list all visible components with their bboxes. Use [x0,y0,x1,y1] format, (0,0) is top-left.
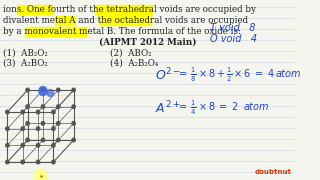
Circle shape [57,88,60,92]
Circle shape [52,160,55,164]
Circle shape [57,122,60,125]
Text: (1)  AB₂O₂: (1) AB₂O₂ [3,48,47,57]
Circle shape [6,160,9,164]
Circle shape [26,122,29,125]
Circle shape [6,127,9,130]
Circle shape [36,143,40,147]
Text: (3)  A₂BO₂: (3) A₂BO₂ [3,58,47,68]
Text: $= \,\frac{1}{4} \times 8 \;=\; 2 \;\; atom$: $= \,\frac{1}{4} \times 8 \;=\; 2 \;\; a… [177,99,269,117]
Circle shape [72,105,75,109]
Circle shape [36,110,40,114]
Circle shape [57,138,60,142]
Circle shape [21,160,24,164]
Bar [55,15,76,24]
Circle shape [26,105,29,109]
Circle shape [36,127,40,130]
Text: $O^{2-}$: $O^{2-}$ [155,67,181,83]
Circle shape [26,88,29,92]
Text: $= \,\frac{1}{8} \times 8 + \frac{1}{2} \times 6 \;=\; 4\,atom$: $= \,\frac{1}{8} \times 8 + \frac{1}{2} … [177,66,301,84]
Text: ions. One fourth of the tetrahedral voids are occupied by: ions. One fourth of the tetrahedral void… [3,4,256,14]
Circle shape [21,143,24,147]
Circle shape [41,122,44,125]
Circle shape [6,110,9,114]
Circle shape [72,88,75,92]
Text: $A^{2+}$: $A^{2+}$ [155,100,180,116]
Circle shape [72,138,75,142]
Text: T void   8: T void 8 [210,23,255,33]
Circle shape [47,89,53,96]
Circle shape [34,169,47,180]
Text: (4)  A₂B₂O₄: (4) A₂B₂O₄ [110,58,159,68]
Circle shape [72,122,75,125]
Text: divalent metal A and the octahedral voids are occupied: divalent metal A and the octahedral void… [3,15,248,24]
Bar [26,26,86,35]
Circle shape [36,160,40,164]
Text: O void   4: O void 4 [210,34,257,44]
Circle shape [52,127,55,130]
Text: (2)  ABO₂: (2) ABO₂ [110,48,152,57]
Text: by a monovalent metal B. The formula of the oxide is:: by a monovalent metal B. The formula of … [3,26,241,35]
Circle shape [26,138,29,142]
Circle shape [41,138,44,142]
Circle shape [52,110,55,114]
Text: doubtnut: doubtnut [255,169,292,175]
Circle shape [21,110,24,114]
Circle shape [39,87,47,96]
Circle shape [52,143,55,147]
Circle shape [21,127,24,130]
Circle shape [57,105,60,109]
Circle shape [6,143,9,147]
Circle shape [41,105,44,109]
Circle shape [41,88,44,92]
Text: (AIPMT 2012 Main): (AIPMT 2012 Main) [99,37,196,46]
Bar [17,4,52,14]
Bar [99,15,151,24]
Bar [95,4,152,14]
